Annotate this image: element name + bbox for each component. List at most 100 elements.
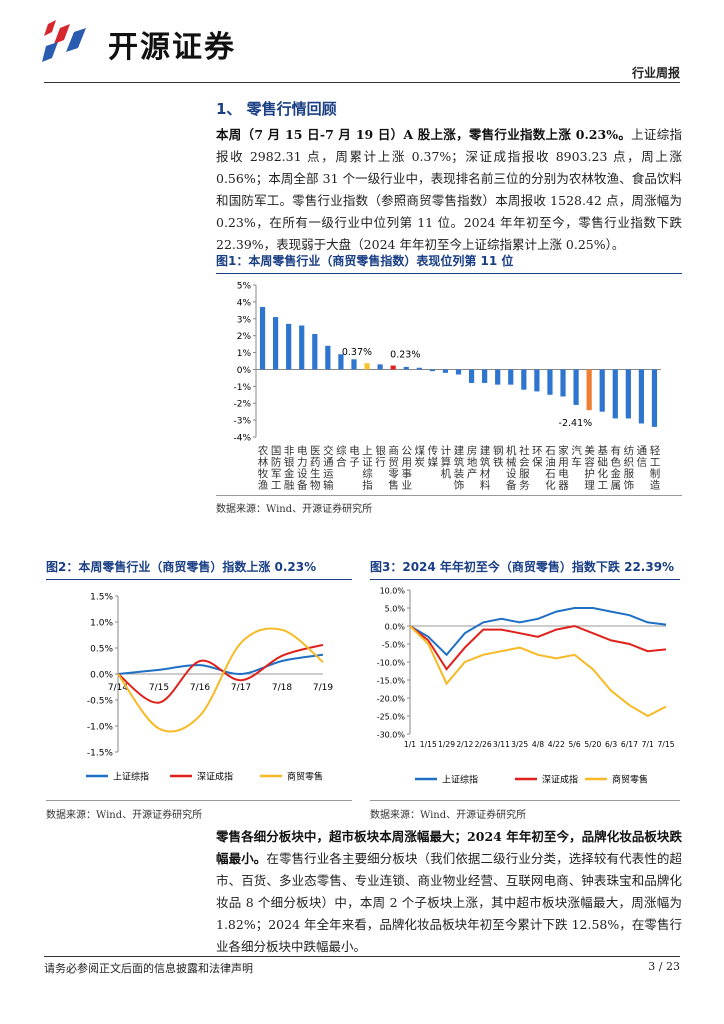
- y-tick-label: 0.5%: [90, 645, 113, 655]
- bar: [442, 369, 449, 373]
- paragraph-lead: 本周（7 月 15 日-7 月 19 日）A 股上涨，零售行业指数上涨 0.23…: [216, 127, 632, 142]
- legend-label: 商贸零售: [612, 774, 648, 786]
- paragraph-text: 在零售行业各主要细分板块（我们依据二级行业分类，选择较有代表性的超市、百货、多业…: [216, 851, 682, 954]
- x-tick-label: 6/3: [605, 740, 617, 749]
- category-label: 交通运输: [322, 444, 334, 491]
- x-tick-label: 7/14: [108, 683, 128, 693]
- bar: [547, 369, 553, 395]
- bar: [377, 364, 383, 370]
- bar: [390, 365, 396, 370]
- bar: [312, 333, 318, 370]
- legend-label: 深证成指: [542, 774, 578, 786]
- figure-title: 图3：2024 年年初至今（商贸零售）指数下跌 22.39%: [370, 558, 680, 580]
- bar: [573, 369, 579, 405]
- bar: [286, 323, 292, 370]
- category-label: 电子: [348, 444, 360, 468]
- rule: [46, 800, 352, 801]
- legend-label: 上证综指: [113, 771, 149, 783]
- category-label: 银行: [374, 444, 386, 468]
- figure-title: 图1：本周零售行业（商贸零售指数）表现位列第 11 位: [216, 252, 682, 274]
- category-label: 农林牧渔: [257, 444, 269, 491]
- paragraph-text: 上证综指报收 2982.31 点，周累计上涨 0.37%；深证成指报收 8903…: [216, 127, 682, 252]
- y-tick-label: -4%: [233, 434, 251, 444]
- x-tick-label: 7/18: [272, 683, 292, 693]
- x-tick-label: 2/26: [475, 740, 492, 749]
- bar-chart: 5% 4% 3% 2% 1% 0% -1% -2% -3% -4% 农林牧渔 国防军工 非银金融 电力设备…: [233, 282, 661, 491]
- x-tick-label: 6/17: [621, 740, 638, 749]
- source: 数据来源：Wind、开源证券研究所: [370, 810, 527, 821]
- series-line: [117, 627, 324, 733]
- category-label: 通信: [635, 445, 647, 468]
- footer-rule: [44, 956, 680, 957]
- y-tick-label: -15.0%: [377, 677, 406, 686]
- category-label: 机械设备: [505, 444, 517, 491]
- category-label: 煤炭: [413, 444, 425, 468]
- category-label: 房地产: [466, 444, 478, 479]
- category-label: 商贸零售: [387, 444, 399, 491]
- y-tick-label: -5.0%: [382, 641, 406, 650]
- category-label: 非银金融: [283, 445, 295, 491]
- bar: [560, 369, 566, 397]
- legend-label: 商贸零售: [287, 771, 323, 783]
- disclaimer: 请务必参阅正文后面的信息披露和法律声明: [44, 962, 253, 975]
- bar: [259, 306, 266, 370]
- bar: [455, 369, 462, 375]
- category-label: 有色金属: [609, 444, 621, 491]
- y-tick-label: 5%: [237, 282, 252, 292]
- bar: [468, 369, 475, 383]
- x-tick-label: 7/1: [642, 740, 654, 749]
- y-tick-label: 0.0%: [385, 623, 406, 632]
- value-label: -2.41%: [559, 418, 593, 429]
- figure-title: 图2：本周零售行业（商贸零售）指数上涨 0.23%: [46, 558, 352, 580]
- paragraph: 本周（7 月 15 日-7 月 19 日）A 股上涨，零售行业指数上涨 0.23…: [216, 124, 682, 256]
- series-line: [409, 625, 667, 718]
- value-label: 0.37%: [342, 347, 372, 358]
- bar: [625, 369, 631, 419]
- source: 数据来源：Wind、开源证券研究所: [216, 504, 373, 515]
- category-label: 上证综指: [361, 445, 373, 491]
- y-tick-label: -10.0%: [377, 659, 406, 668]
- category-label: 家用电器: [557, 444, 569, 491]
- x-tick-label: 5/6: [568, 740, 580, 749]
- bar: [521, 369, 527, 390]
- source: 数据来源：Wind、开源证券研究所: [46, 810, 203, 821]
- x-tick-label: 3/25: [511, 740, 528, 749]
- category-label: 建筑装饰: [453, 444, 465, 491]
- category-label: 基础化工: [596, 444, 608, 491]
- rule: [370, 800, 680, 801]
- bar: [651, 369, 658, 427]
- category-label: 纺织服饰: [622, 444, 634, 491]
- x-tick-label: 7/15: [149, 683, 169, 693]
- category-label: 钢铁: [492, 444, 504, 468]
- category-label: 传媒: [426, 445, 438, 468]
- category-label: 轻工制造: [648, 444, 660, 491]
- category-label: 电力设备: [296, 444, 308, 491]
- category-label: 建筑材料: [479, 444, 491, 491]
- y-tick-label: 2%: [237, 332, 252, 342]
- y-tick-label: -2%: [233, 400, 251, 410]
- x-tick-label: 7/17: [231, 683, 251, 693]
- legend-label: 深证成指: [197, 771, 233, 783]
- category-label: 计算机: [439, 444, 451, 479]
- category-label: 汽车: [570, 444, 582, 468]
- y-tick-label: 0%: [237, 366, 252, 376]
- bar: [325, 345, 331, 370]
- y-tick-label: -20.0%: [377, 695, 406, 704]
- category-label: 综合: [335, 444, 347, 468]
- y-tick-label: -25.0%: [377, 713, 406, 722]
- line-chart: 1.5% 1.0% 0.5% 0.0% -0.5% -1.0% -1.5% 7/14 7/15 7…: [86, 593, 333, 783]
- y-tick-label: 1.5%: [90, 593, 113, 603]
- y-tick-label: -1.0%: [87, 723, 114, 733]
- bar: [299, 325, 305, 370]
- category-label: 公用事业: [400, 445, 412, 491]
- bar: [338, 354, 344, 370]
- paragraph-lead: 零售各细分板块中，超市板块本周涨幅最大；2024 年年初至今，品牌化妆品板块跌幅…: [216, 829, 682, 866]
- y-tick-label: -3%: [233, 417, 251, 427]
- x-tick-label: 1/15: [420, 740, 437, 749]
- series-line: [409, 624, 667, 671]
- x-tick-label: 4/8: [532, 740, 544, 749]
- bar: [495, 369, 501, 385]
- category-label: 社会服务: [518, 444, 530, 491]
- bar: [638, 369, 645, 424]
- bar: [272, 317, 279, 370]
